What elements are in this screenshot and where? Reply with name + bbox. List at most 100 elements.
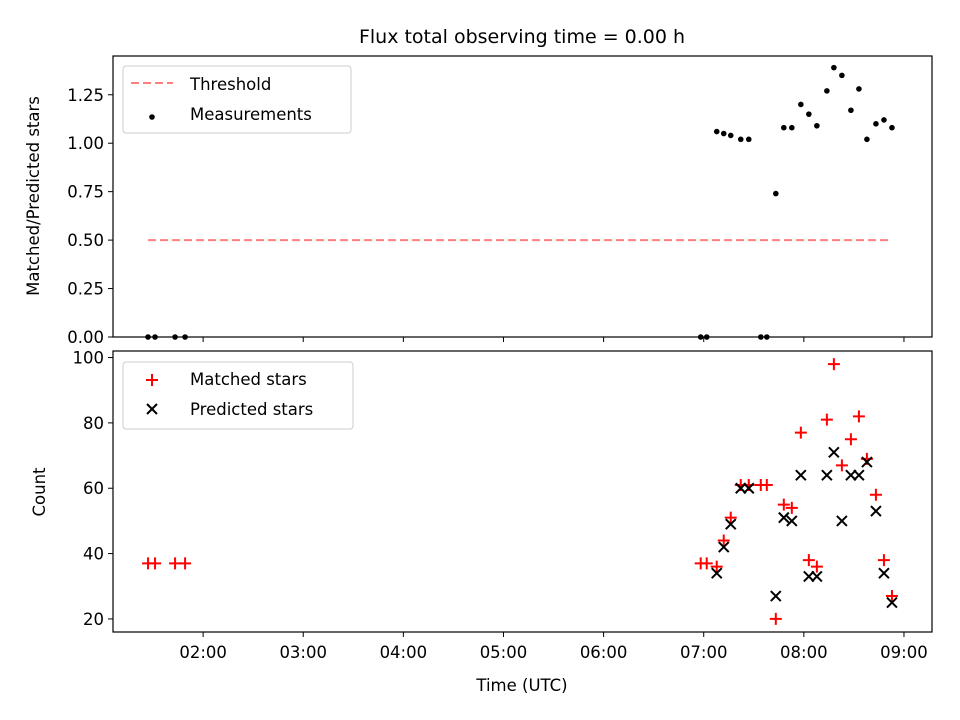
legend-measurements-swatch bbox=[149, 114, 155, 120]
bottom-x-tick-label: 08:00 bbox=[780, 643, 828, 662]
top-y-tick-label: 0.75 bbox=[67, 183, 104, 202]
bottom-x-tick-label: 07:00 bbox=[680, 643, 728, 662]
x-axis-label: Time (UTC) bbox=[475, 676, 567, 695]
matched-star-point bbox=[794, 426, 807, 439]
measurement-point bbox=[839, 72, 845, 79]
top-x-axis bbox=[202, 337, 905, 342]
measurement-point bbox=[789, 124, 795, 131]
top-y-tick-label: 0.00 bbox=[67, 328, 104, 347]
matched-star-point bbox=[179, 557, 192, 570]
legend-measurements-label: Measurements bbox=[190, 105, 312, 124]
measurement-point bbox=[697, 334, 704, 340]
matched-star-point bbox=[717, 534, 730, 547]
matched-star-point bbox=[777, 498, 790, 511]
predicted-star-point bbox=[836, 515, 848, 527]
predicted-star-point bbox=[861, 456, 873, 468]
measurement-point bbox=[745, 136, 752, 143]
bottom-y-tick-label: 80 bbox=[83, 414, 104, 433]
predicted-star-point bbox=[718, 541, 730, 553]
top-y-axis: 0.00 0.25 0.50 0.75 1.00 1.25 bbox=[67, 86, 113, 347]
bottom-y-tick-label: 60 bbox=[83, 479, 104, 498]
matched-star-point bbox=[700, 557, 713, 570]
predicted-star-point bbox=[725, 518, 737, 530]
bottom-x-axis: 02:00 03:00 04:00 05:00 06:00 07:00 08:00 09:00 bbox=[179, 632, 928, 662]
bottom-x-tick-label: 02:00 bbox=[179, 643, 227, 662]
matched-star-point bbox=[844, 433, 857, 446]
measurement-point bbox=[720, 130, 727, 137]
matched-star-point bbox=[769, 612, 782, 625]
matched-star-point bbox=[885, 590, 898, 603]
predicted-star-point bbox=[811, 570, 823, 583]
measurements-series bbox=[145, 64, 895, 340]
legend-predicted-swatch bbox=[146, 403, 158, 415]
measurement-point bbox=[806, 111, 812, 117]
top-y-tick-label: 0.50 bbox=[67, 231, 104, 250]
measurement-point bbox=[781, 124, 787, 131]
matched-star-point bbox=[802, 554, 815, 567]
bottom-y-axis: 20 40 60 80 100 bbox=[73, 349, 113, 629]
matched-star-point bbox=[869, 488, 882, 501]
matched-star-point bbox=[877, 554, 890, 567]
legend-predicted-label: Predicted stars bbox=[190, 400, 313, 419]
predicted-star-point bbox=[770, 590, 782, 602]
measurement-point bbox=[798, 101, 804, 108]
measurement-point bbox=[814, 122, 820, 129]
matched-stars-series bbox=[142, 358, 898, 625]
predicted-star-point bbox=[886, 596, 898, 609]
legend-threshold-label: Threshold bbox=[189, 75, 271, 94]
predicted-star-point bbox=[795, 469, 807, 481]
top-legend-box bbox=[122, 65, 352, 134]
top-y-tick-label: 0.25 bbox=[67, 280, 104, 299]
predicted-star-point bbox=[786, 515, 798, 527]
top-y-tick-label: 1.00 bbox=[67, 134, 104, 153]
bottom-x-tick-label: 05:00 bbox=[480, 643, 528, 662]
measurement-point bbox=[757, 334, 764, 340]
measurement-point bbox=[773, 190, 779, 197]
matched-star-point bbox=[149, 557, 162, 570]
top-plot-frame bbox=[112, 55, 933, 338]
bottom-x-tick-label: 03:00 bbox=[279, 643, 327, 662]
predicted-star-point bbox=[853, 469, 865, 481]
predicted-star-point bbox=[878, 567, 890, 579]
measurement-point bbox=[713, 128, 720, 135]
measurement-point bbox=[873, 121, 879, 127]
matched-star-point bbox=[810, 560, 823, 573]
measurement-point bbox=[172, 334, 178, 340]
measurement-point bbox=[856, 86, 862, 92]
measurement-point bbox=[889, 124, 895, 131]
predicted-star-point bbox=[828, 446, 840, 458]
bottom-panel: 20 40 60 80 100 02:00 03:00 04:00 05:00 06:00 07:… bbox=[30, 349, 933, 695]
predicted-star-point bbox=[743, 482, 755, 494]
top-legend: Threshold Measurements bbox=[122, 65, 352, 134]
legend-matched-swatch bbox=[146, 374, 158, 386]
predicted-stars-series bbox=[711, 446, 898, 609]
predicted-star-point bbox=[711, 567, 723, 579]
legend-matched-label: Matched stars bbox=[190, 370, 307, 389]
measurement-point bbox=[881, 117, 887, 123]
bottom-y-tick-label: 20 bbox=[83, 610, 104, 629]
top-panel: 0.00 0.25 0.50 0.75 1.00 1.25 Matched/Predict… bbox=[24, 55, 933, 347]
measurement-point bbox=[727, 132, 734, 139]
measurement-point bbox=[864, 136, 870, 143]
measurement-point bbox=[831, 64, 837, 71]
matched-star-point bbox=[760, 478, 773, 491]
measurement-point bbox=[737, 136, 744, 143]
measurement-point bbox=[152, 334, 158, 340]
matched-star-point bbox=[820, 413, 833, 426]
bottom-plot-frame bbox=[112, 350, 933, 633]
measurement-point bbox=[703, 334, 710, 340]
matched-star-point bbox=[827, 358, 840, 371]
matched-star-point bbox=[169, 557, 182, 570]
matched-star-point bbox=[835, 459, 848, 472]
predicted-star-point bbox=[821, 469, 833, 481]
matched-star-point bbox=[724, 511, 737, 524]
measurement-point bbox=[145, 334, 151, 340]
bottom-legend: Matched stars Predicted stars bbox=[122, 361, 354, 430]
predicted-star-point bbox=[870, 505, 882, 517]
predicted-star-point bbox=[778, 511, 790, 524]
measurement-point bbox=[848, 107, 854, 114]
matched-star-point bbox=[710, 560, 723, 573]
measurement-point bbox=[182, 334, 188, 340]
top-y-axis-label: Matched/Predicted stars bbox=[24, 96, 43, 296]
